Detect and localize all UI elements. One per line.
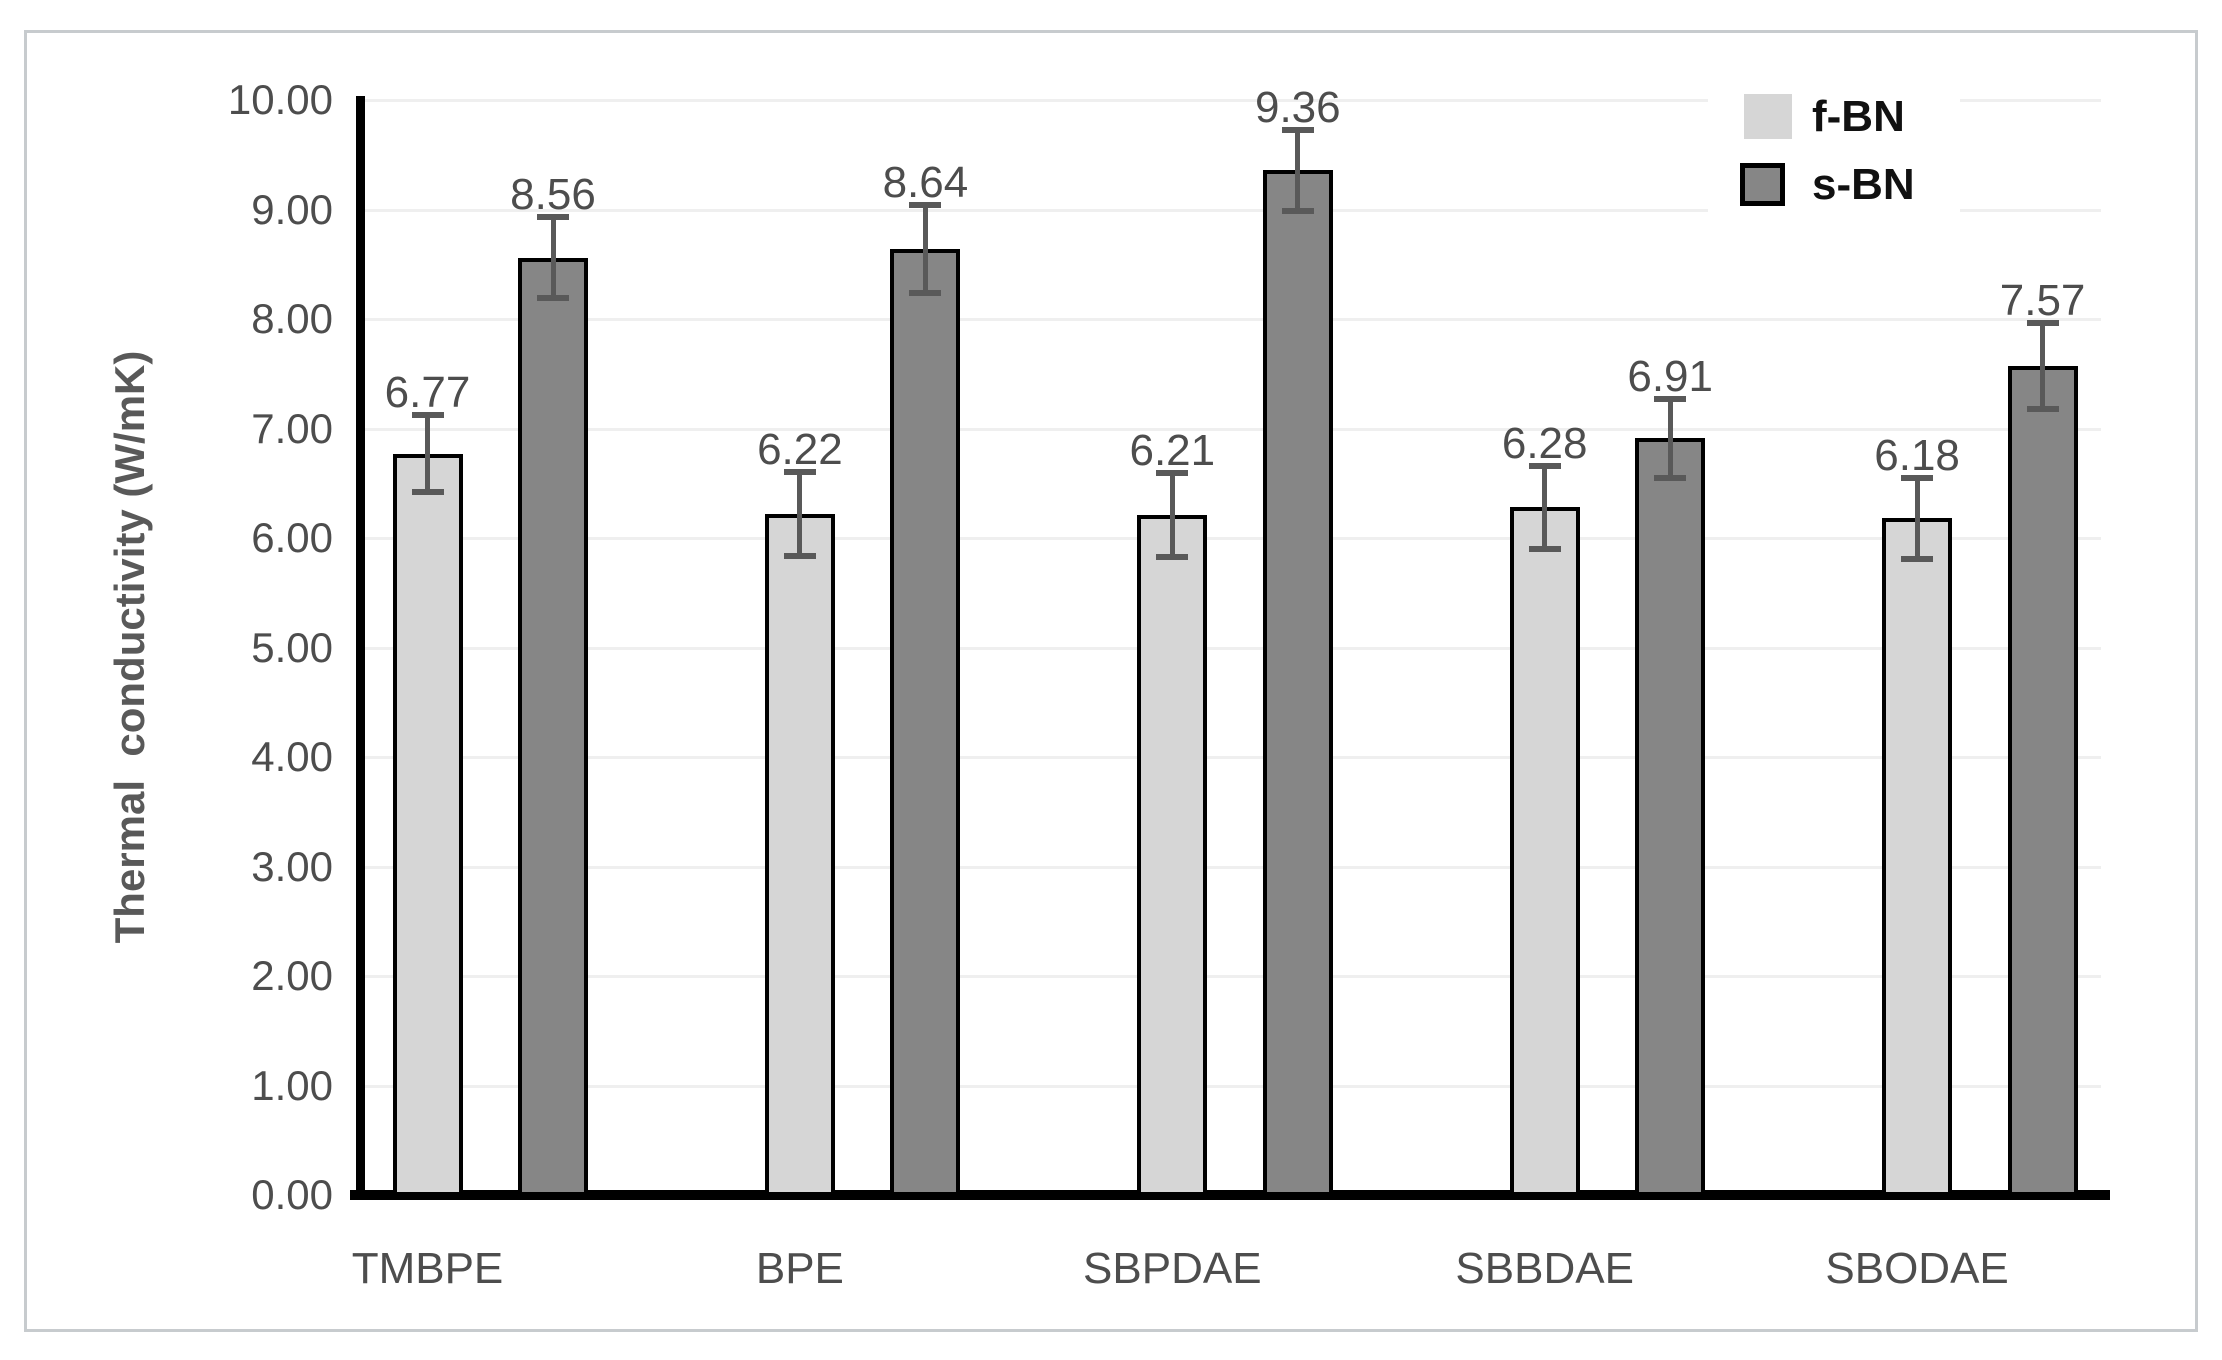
error-bar-bottom-cap	[1156, 553, 1189, 560]
category-label-SBODAE: SBODAE	[1825, 1244, 2009, 1293]
error-bar-f-BN-SBPDAE	[1169, 473, 1175, 557]
y-tick-label: 4.00	[251, 733, 333, 780]
y-tick-label: 9.00	[251, 185, 333, 233]
value-label-s-BN-SBBDAE: 6.91	[1627, 351, 1713, 401]
error-bar-top-cap	[1156, 470, 1189, 477]
legend-swatch-f-BN	[1744, 94, 1792, 139]
value-label-f-BN-BPE: 6.22	[757, 425, 843, 475]
bar-s-BN-SBPDAE	[1262, 170, 1333, 1196]
error-bar-top-cap	[1654, 395, 1687, 402]
bar-f-BN-SBBDAE	[1509, 507, 1580, 1196]
error-bar-bottom-cap	[783, 552, 816, 559]
error-bar-f-BN-SBBDAE	[1542, 465, 1548, 549]
error-bar-top-cap	[909, 202, 942, 209]
error-bar-top-cap	[1528, 462, 1561, 469]
bar-s-BN-SBBDAE	[1635, 438, 1706, 1196]
error-bar-bottom-cap	[909, 289, 942, 296]
gridline	[364, 756, 2101, 759]
value-label-s-BN-BPE: 8.64	[882, 158, 969, 208]
value-label-s-BN-SBPDAE: 9.36	[1254, 82, 1341, 132]
bar-f-BN-TMBPE	[392, 453, 463, 1196]
gridline	[364, 865, 2101, 869]
y-tick-label: 6.00	[251, 514, 333, 561]
category-label-SBBDAE: SBBDAE	[1455, 1244, 1634, 1293]
error-bar-bottom-cap	[1901, 555, 1934, 562]
bar-f-BN-BPE	[764, 513, 835, 1196]
error-bar-s-BN-BPE	[922, 205, 928, 293]
error-bar-bottom-cap	[1528, 545, 1561, 552]
value-label-f-BN-TMBPE: 6.77	[384, 368, 471, 418]
error-bar-s-BN-SBPDAE	[1295, 129, 1301, 211]
category-label-SBPDAE: SBPDAE	[1083, 1244, 1262, 1293]
error-bar-f-BN-TMBPE	[425, 415, 430, 492]
gridline	[364, 427, 2101, 431]
legend-label-f-BN: f-BN	[1812, 92, 1905, 141]
gridline	[364, 99, 2101, 102]
y-tick-label: 7.00	[251, 404, 333, 452]
error-bar-top-cap	[2026, 320, 2059, 327]
gridline	[364, 646, 2101, 650]
category-label-TMBPE: TMBPE	[351, 1244, 504, 1293]
legend: f-BN s-BN	[1708, 74, 1960, 230]
error-bar-bottom-cap	[1281, 207, 1314, 214]
error-bar-top-cap	[1901, 474, 1934, 481]
error-bar-top-cap	[411, 412, 444, 419]
y-tick-label: 1.00	[251, 1061, 333, 1109]
gridline	[364, 1084, 2101, 1088]
bar-f-BN-SBODAE	[1882, 518, 1953, 1196]
value-label-f-BN-SBPDAE: 6.21	[1129, 426, 1216, 476]
bar-s-BN-SBODAE	[2007, 366, 2078, 1196]
error-bar-f-BN-BPE	[797, 472, 803, 556]
value-label-s-BN-TMBPE: 8.56	[510, 170, 596, 220]
bar-f-BN-SBPDAE	[1137, 515, 1208, 1196]
error-bar-bottom-cap	[2026, 405, 2059, 412]
gridline	[364, 318, 2101, 321]
legend-swatch-s-BN	[1740, 163, 1785, 206]
error-bar-top-cap	[1281, 126, 1314, 133]
error-bar-bottom-cap	[411, 489, 444, 495]
y-tick-label: 10.00	[227, 76, 333, 123]
error-bar-f-BN-SBODAE	[1914, 477, 1920, 559]
error-bar-top-cap	[537, 214, 569, 221]
y-tick-label: 2.00	[251, 952, 333, 999]
y-tick-label: 5.00	[251, 623, 333, 671]
bar-s-BN-BPE	[890, 248, 961, 1196]
error-bar-s-BN-SBODAE	[2040, 323, 2046, 409]
y-tick-label: 8.00	[251, 295, 333, 342]
y-axis-line	[356, 96, 365, 1200]
error-bar-top-cap	[783, 469, 816, 476]
legend-label-s-BN: s-BN	[1812, 160, 1915, 209]
category-label-BPE: BPE	[755, 1244, 844, 1293]
value-label-s-BN-SBODAE: 7.57	[1999, 276, 2086, 326]
gridline	[364, 975, 2101, 978]
y-tick-label: 3.00	[251, 842, 333, 890]
figure-border	[24, 30, 2198, 1332]
gridline	[364, 208, 2101, 212]
y-tick-label: 0.00	[251, 1171, 333, 1218]
x-axis-line	[350, 1190, 2110, 1200]
error-bar-bottom-cap	[1654, 474, 1687, 481]
error-bar-s-BN-TMBPE	[550, 217, 556, 299]
bar-s-BN-TMBPE	[518, 257, 588, 1196]
value-label-f-BN-SBBDAE: 6.28	[1501, 418, 1588, 468]
gridline	[364, 537, 2101, 540]
value-label-f-BN-SBODAE: 6.18	[1874, 430, 1960, 480]
error-bar-s-BN-SBBDAE	[1667, 398, 1673, 478]
error-bar-bottom-cap	[537, 295, 569, 302]
